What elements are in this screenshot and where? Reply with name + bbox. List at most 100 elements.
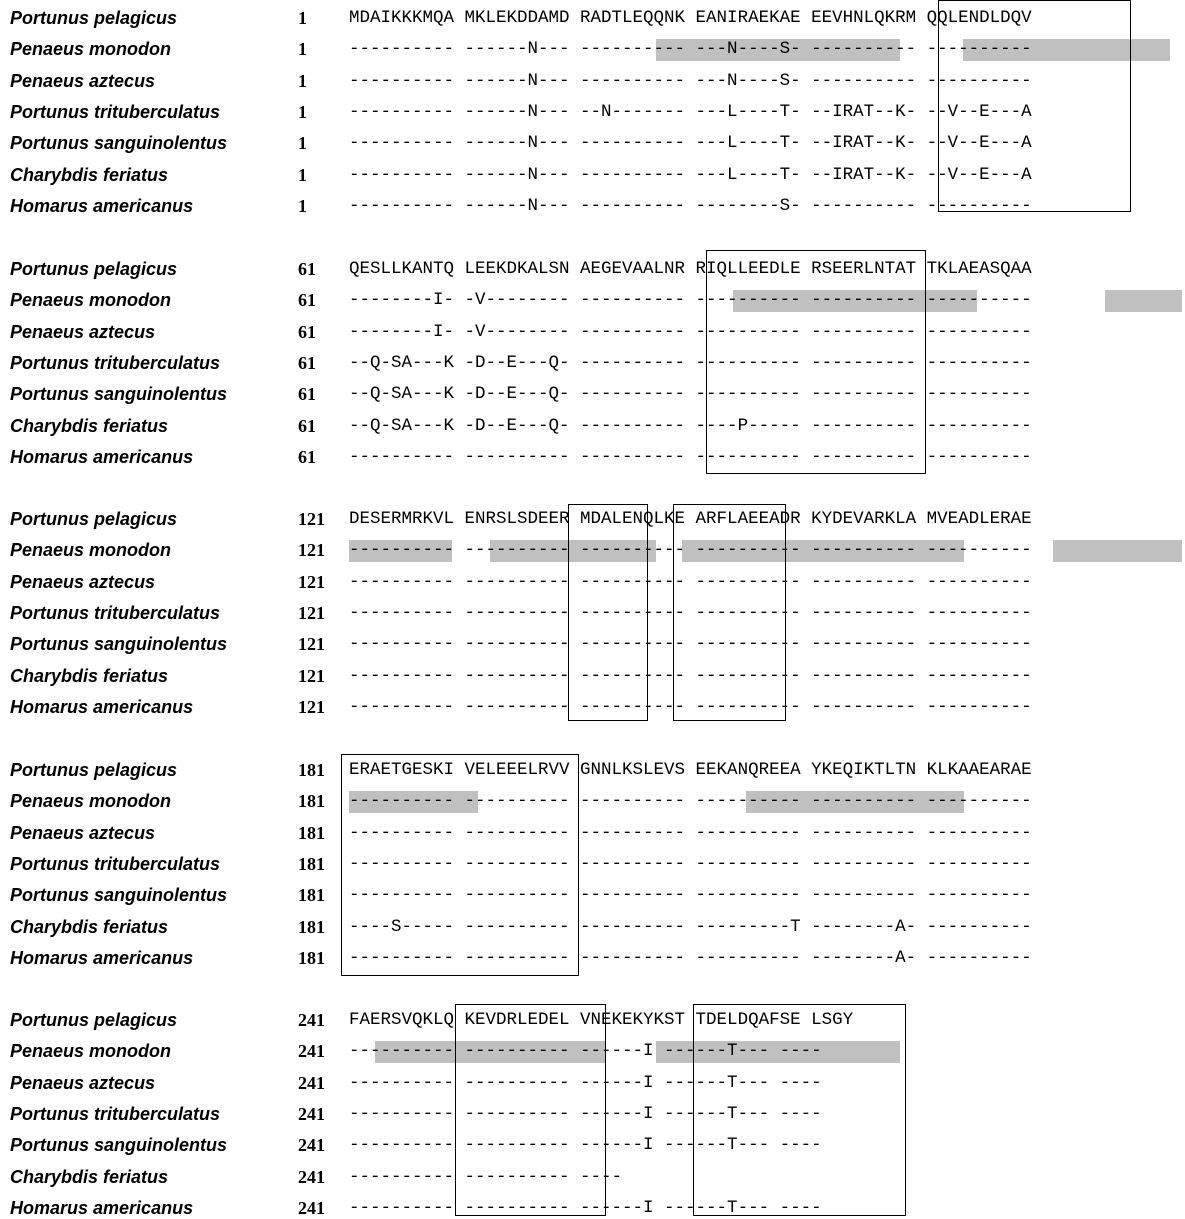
motif-box <box>938 0 1131 212</box>
position-number: 241 <box>298 1041 325 1062</box>
species-name: Homarus americanus <box>10 1197 194 1218</box>
highlight-bar <box>656 1041 900 1064</box>
species-name: Penaeus monodon <box>10 39 172 60</box>
species-name: Homarus americanus <box>10 947 194 968</box>
species-name: Penaeus aztecus <box>10 1072 156 1093</box>
sequence-row: ---------- ------N--- ---------- -------… <box>349 195 1032 216</box>
species-name: Portunus trituberculatus <box>10 101 221 122</box>
species-name: Penaeus monodon <box>10 791 172 812</box>
species-name: Portunus pelagicus <box>10 8 178 28</box>
position-number: 1 <box>298 101 307 122</box>
sequence-row: ---------- ---------- ---------- -------… <box>349 634 1032 655</box>
sequence-row: MDAIKKKMQA MKLEKDDAMD RADTLEQQNK EANIRAE… <box>349 8 1032 28</box>
position-number: 121 <box>298 602 325 623</box>
position-number: 61 <box>298 415 316 436</box>
sequence-row: FAERSVQKLQ KEVDRLEDEL VNEKEKYKST TDELDQA… <box>349 1010 854 1030</box>
highlight-bar <box>682 540 964 563</box>
position-number: 1 <box>298 8 307 28</box>
position-number: 181 <box>298 822 325 843</box>
highlight-bar <box>656 39 900 62</box>
highlight-bar <box>490 540 656 563</box>
sequence-row: ---------- ------N--- ---------- ---N---… <box>349 39 1032 60</box>
position-number: 181 <box>298 885 325 906</box>
position-number: 241 <box>298 1135 325 1156</box>
species-name: Penaeus monodon <box>10 1041 172 1062</box>
highlight-bar <box>375 1041 605 1064</box>
species-name: Penaeus monodon <box>10 540 172 561</box>
sequence-row: DESERMRKVL ENRSLSDEER MDALENQLKE ARFLAEE… <box>349 509 1032 529</box>
species-name: Portunus pelagicus <box>10 760 178 780</box>
sequence-row: ---------- ---------- ---------- -------… <box>349 822 1032 843</box>
sequence-row: ---------- ---------- ---------- -------… <box>349 540 1032 561</box>
species-name: Penaeus aztecus <box>10 321 156 342</box>
position-number: 1 <box>298 133 307 154</box>
motif-box <box>341 754 579 976</box>
sequence-row: ----S----- ---------- ---------- -------… <box>349 916 1032 937</box>
species-name: Portunus sanguinolentus <box>10 885 228 906</box>
position-number: 121 <box>298 540 325 561</box>
species-name: Charybdis feriatus <box>10 1166 169 1187</box>
species-name: Portunus sanguinolentus <box>10 384 228 405</box>
position-number: 121 <box>298 696 325 717</box>
position-number: 241 <box>298 1166 325 1187</box>
position-number: 241 <box>298 1072 325 1093</box>
sequence-row: ---------- ---------- ---------- -------… <box>349 571 1032 592</box>
sequence-row: ---------- ---------- ---------- -------… <box>349 696 1032 717</box>
position-number: 181 <box>298 760 325 780</box>
species-name: Penaeus aztecus <box>10 571 156 592</box>
sequence-row: ---------- ---------- ---------- -------… <box>349 947 1032 968</box>
sequence-row: --Q-SA---K -D--E---Q- ---------- -------… <box>349 352 1032 373</box>
position-number: 181 <box>298 791 325 812</box>
species-name: Portunus trituberculatus <box>10 352 221 373</box>
species-name: Penaeus aztecus <box>10 70 156 91</box>
highlight-bar <box>746 791 964 814</box>
sequence-row: ---------- ---------- ---------- -------… <box>349 665 1032 686</box>
position-number: 61 <box>298 259 316 279</box>
sequence-row: --Q-SA---K -D--E---Q- ---------- -------… <box>349 384 1032 405</box>
species-name: Portunus sanguinolentus <box>10 1135 228 1156</box>
species-name: Penaeus aztecus <box>10 822 156 843</box>
species-name: Homarus americanus <box>10 696 194 717</box>
highlight-bar <box>1105 290 1182 313</box>
highlight-bar <box>349 540 452 563</box>
position-number: 241 <box>298 1010 325 1030</box>
position-number: 1 <box>298 39 307 60</box>
position-number: 1 <box>298 195 307 216</box>
position-number: 1 <box>298 164 307 185</box>
sequence-row: ---------- ---------- ------I ------T---… <box>349 1103 822 1124</box>
position-number: 241 <box>298 1103 325 1124</box>
position-number: 121 <box>298 571 325 592</box>
species-name: Charybdis feriatus <box>10 916 169 937</box>
motif-box <box>706 250 926 474</box>
position-number: 241 <box>298 1197 325 1218</box>
position-number: 181 <box>298 916 325 937</box>
motif-box <box>673 504 786 721</box>
sequence-row: --------I- -V-------- ---------- -------… <box>349 290 1032 311</box>
position-number: 121 <box>298 665 325 686</box>
motif-box <box>693 1004 906 1216</box>
position-number: 61 <box>298 446 316 467</box>
species-name: Portunus pelagicus <box>10 509 178 529</box>
position-number: 121 <box>298 634 325 655</box>
highlight-bar <box>963 39 1170 62</box>
position-number: 61 <box>298 352 316 373</box>
sequence-row: ---------- ---------- ------I ------T---… <box>349 1135 822 1156</box>
sequence-row: ---------- ---------- ------I ------T---… <box>349 1041 822 1062</box>
sequence-row: --Q-SA---K -D--E---Q- ---------- ----P--… <box>349 415 1032 436</box>
species-name: Charybdis feriatus <box>10 665 169 686</box>
position-number: 1 <box>298 70 307 91</box>
sequence-row: ---------- ---------- ---- <box>349 1166 623 1187</box>
sequence-row: ---------- ------N--- ---------- ---N---… <box>349 70 1032 91</box>
sequence-row: --------I- -V-------- ---------- -------… <box>349 321 1032 342</box>
sequence-row: ---------- ---------- ------I ------T---… <box>349 1072 822 1093</box>
sequence-row: ---------- ---------- ------I ------T---… <box>349 1197 822 1218</box>
species-name: Homarus americanus <box>10 195 194 216</box>
position-number: 61 <box>298 321 316 342</box>
motif-box <box>455 1004 606 1216</box>
motif-box <box>568 504 648 721</box>
position-number: 181 <box>298 853 325 874</box>
highlight-bar <box>1053 540 1182 563</box>
position-number: 121 <box>298 509 325 529</box>
highlight-bar <box>733 290 977 313</box>
